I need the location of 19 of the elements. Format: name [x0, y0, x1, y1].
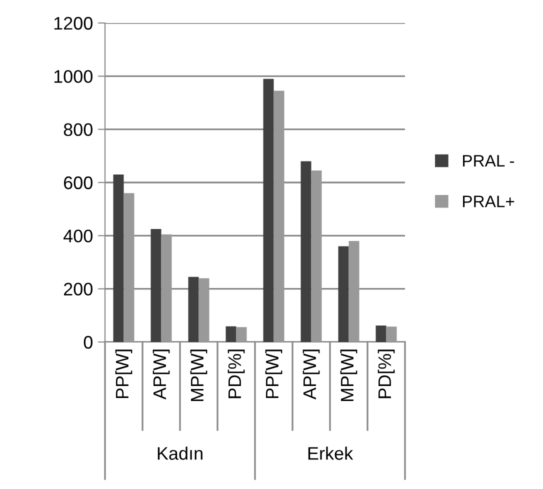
x-tick-label: AP[W]: [302, 350, 320, 400]
y-tick-label: 600: [64, 176, 92, 190]
text: Kadın: [158, 446, 202, 460]
x-tick-label: PP[W]: [265, 350, 282, 398]
x-tick-label: PD[%]: [378, 350, 395, 398]
x-tick-label: MP[W]: [340, 350, 358, 402]
y-tick-label: 200: [64, 282, 92, 296]
y-tick-label: 400: [63, 230, 92, 242]
x-tick-label: PD[%]: [228, 350, 245, 398]
y-tick-label: 0: [84, 336, 92, 349]
legend-label: PRAL -: [463, 155, 514, 167]
text: Erkek: [308, 446, 354, 460]
y-tick-label: 800: [64, 123, 92, 136]
legend-label: PRAL+: [463, 196, 514, 208]
y-tick-label: 1200: [54, 16, 92, 30]
x-tick-label: AP[W]: [152, 350, 170, 400]
x-tick-label: PP[W]: [115, 350, 132, 398]
x-tick-label: MP[W]: [190, 350, 208, 402]
y-tick-label: 1000: [54, 70, 92, 83]
